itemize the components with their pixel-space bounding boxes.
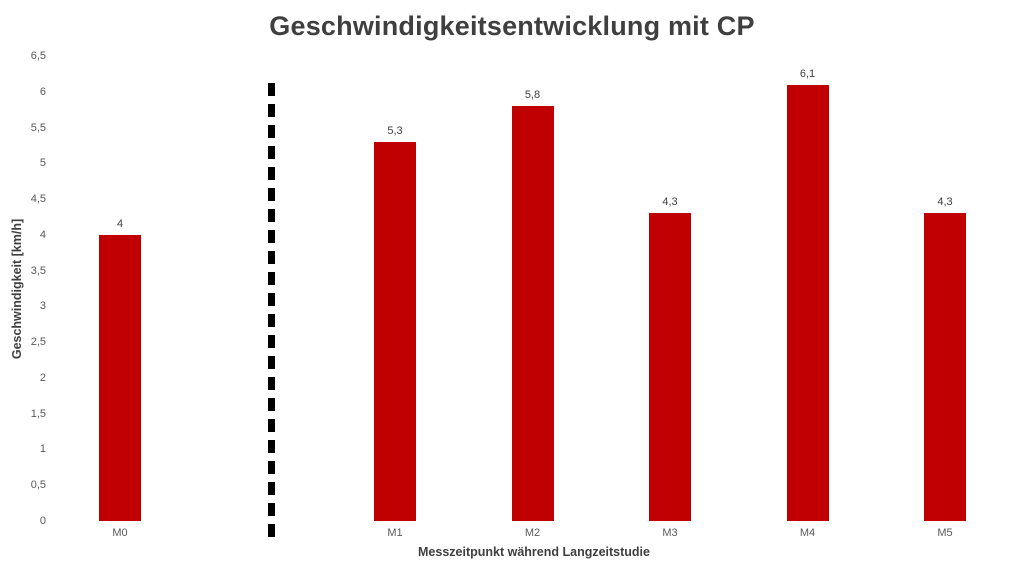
- x-tick-label: M3: [662, 527, 678, 539]
- bar-M3: [649, 213, 691, 521]
- y-tick-label: 1,5: [30, 407, 46, 420]
- bar-value-label: 5,3: [387, 124, 403, 137]
- x-tick-label: M5: [937, 527, 953, 539]
- y-tick-label: 2,5: [30, 336, 46, 349]
- y-tick-label: 6: [39, 85, 46, 98]
- y-tick-label: 3: [39, 300, 46, 313]
- bar-M0: [99, 234, 141, 521]
- y-tick-label: 4,5: [30, 193, 46, 206]
- y-tick-label: 0: [39, 515, 46, 527]
- x-tick-label: M2: [524, 527, 541, 539]
- x-tick-label: M0: [112, 527, 128, 539]
- bar-value-label: 5,8: [524, 89, 541, 102]
- x-axis-title: Messzeitpunkt während Langzeitstudie: [418, 545, 650, 559]
- bar-M2: [511, 106, 554, 521]
- y-tick-label: 1: [39, 443, 46, 456]
- bar-M4: [786, 84, 829, 521]
- x-tick-label: M4: [799, 527, 816, 539]
- bar-value-label: 4,3: [937, 196, 953, 209]
- y-tick-label: 6,5: [30, 50, 46, 62]
- chart-title: Geschwindigkeitsentwicklung mit CP: [269, 11, 755, 41]
- x-tick-label: M1: [387, 527, 403, 539]
- y-tick-label: 5: [39, 157, 46, 170]
- y-tick-label: 3,5: [30, 264, 46, 277]
- bar-value-label: 4,3: [662, 196, 678, 209]
- bar-M1: [374, 141, 416, 521]
- bar-value-label: 6,1: [799, 67, 816, 80]
- dashed-divider-line: [268, 83, 275, 543]
- y-tick-label: 4: [39, 228, 46, 241]
- bar-value-label: 4: [116, 217, 124, 230]
- y-tick-label: 5,5: [30, 121, 46, 134]
- bar-M5: [924, 213, 966, 521]
- y-tick-label: 2: [39, 371, 46, 384]
- y-tick-label: 0,5: [30, 479, 46, 492]
